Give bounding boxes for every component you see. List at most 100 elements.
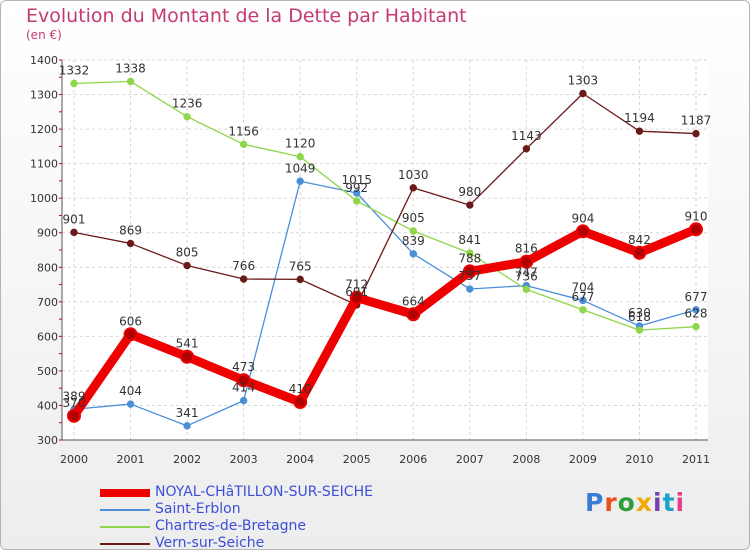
logo-letter: i <box>653 488 663 517</box>
legend-label-vern: Vern-sur-Seiche <box>155 535 265 551</box>
data-label-1: 630 <box>628 306 651 320</box>
data-label-3: 1303 <box>568 74 599 88</box>
data-point-1 <box>692 306 700 314</box>
x-tick-label: 2010 <box>625 453 653 466</box>
series-line-2 <box>73 80 697 331</box>
data-label-1: 1015 <box>341 173 372 187</box>
data-label-2: 1236 <box>172 97 203 111</box>
data-label-3: 805 <box>176 246 199 260</box>
x-tick-label: 2004 <box>286 453 314 466</box>
data-label-3: 1194 <box>624 111 655 125</box>
x-tick-label: 2001 <box>117 453 145 466</box>
data-point-1 <box>466 285 474 293</box>
data-label-2: 1156 <box>228 124 259 138</box>
data-point-2 <box>466 249 474 257</box>
data-label-3: 869 <box>119 223 142 237</box>
chart-unit: (en €) <box>26 28 62 42</box>
series-line-0 <box>69 224 701 421</box>
data-label-1: 414 <box>232 381 255 395</box>
y-tick-label: 300 <box>37 434 58 447</box>
data-label-2: 1120 <box>285 137 316 151</box>
data-label-0: 473 <box>232 360 255 374</box>
data-point-0 <box>462 264 477 279</box>
legend-swatch-chartres <box>100 526 150 528</box>
data-label-0: 712 <box>345 278 368 292</box>
y-tick-label: 1100 <box>30 158 58 171</box>
series-line-1 <box>73 180 697 427</box>
x-tick-label: 2006 <box>399 453 427 466</box>
data-point-0 <box>349 290 364 305</box>
y-tick-label: 400 <box>37 399 58 412</box>
data-label-3: 980 <box>458 185 481 199</box>
data-point-3 <box>579 89 587 98</box>
legend-swatch-noyal <box>100 489 150 497</box>
data-point-2 <box>239 140 248 148</box>
data-point-2 <box>522 285 531 294</box>
data-point-2 <box>183 112 191 121</box>
y-tick-label: 600 <box>37 330 58 343</box>
data-label-2: 736 <box>515 269 538 283</box>
x-tick-label: 2005 <box>343 453 371 466</box>
data-label-3: 1030 <box>398 168 429 182</box>
data-point-0 <box>180 349 195 364</box>
data-point-0 <box>293 395 308 409</box>
data-label-1: 839 <box>402 234 425 248</box>
data-point-0 <box>519 254 534 269</box>
x-tick-label: 2011 <box>682 453 710 466</box>
legend-swatch-vern <box>100 543 150 545</box>
data-label-3: 1187 <box>681 114 712 128</box>
x-tick-label: 2007 <box>456 453 484 466</box>
data-label-3: 765 <box>289 259 312 273</box>
x-tick-label: 2000 <box>60 453 88 466</box>
data-label-3: 766 <box>232 259 255 273</box>
data-point-0 <box>123 327 138 342</box>
y-tick-label: 700 <box>37 296 58 309</box>
data-point-3 <box>296 275 304 284</box>
data-point-3 <box>466 201 474 209</box>
x-tick-label: 2008 <box>512 453 540 466</box>
data-label-1: 389 <box>63 389 86 403</box>
data-point-3 <box>409 184 417 192</box>
data-point-1 <box>579 296 587 305</box>
data-point-2 <box>70 79 78 88</box>
data-point-2 <box>126 77 135 86</box>
y-tick-label: 1200 <box>30 123 58 136</box>
data-label-1: 404 <box>119 384 142 398</box>
data-point-0 <box>632 245 647 260</box>
data-point-3 <box>635 127 644 135</box>
data-point-2 <box>692 322 700 331</box>
data-label-0: 904 <box>571 211 594 225</box>
data-point-0 <box>67 408 81 423</box>
y-tick-label: 500 <box>37 365 58 378</box>
data-point-3 <box>183 261 191 270</box>
y-tick-label: 1400 <box>30 54 58 67</box>
data-label-0: 541 <box>176 337 199 351</box>
data-label-2: 992 <box>345 181 368 195</box>
data-point-2 <box>296 153 304 161</box>
legend-label-noyal: NOYAL-CHâTILLON-SUR-SEICHE <box>155 484 373 500</box>
data-point-1 <box>183 422 191 430</box>
data-point-3 <box>126 239 135 248</box>
data-label-2: 1332 <box>59 63 90 77</box>
data-point-1 <box>296 177 304 185</box>
data-label-0: 842 <box>628 233 651 247</box>
data-label-0: 816 <box>515 242 538 256</box>
data-point-0 <box>406 307 421 322</box>
data-label-2: 677 <box>571 290 594 304</box>
data-point-1 <box>409 250 417 258</box>
y-tick-label: 900 <box>37 227 58 240</box>
data-point-2 <box>409 227 417 235</box>
data-label-1: 1049 <box>285 161 316 175</box>
data-label-3: 901 <box>63 212 86 226</box>
proxiti-logo: Proxiti <box>585 488 685 517</box>
data-label-0: 606 <box>119 314 142 328</box>
data-point-3 <box>692 129 700 138</box>
logo-letter: x <box>635 488 653 517</box>
data-point-3 <box>70 228 78 237</box>
data-point-3 <box>522 145 531 153</box>
data-label-1: 704 <box>571 280 594 294</box>
data-point-1 <box>353 189 361 197</box>
data-point-0 <box>236 373 251 388</box>
data-point-1 <box>239 396 248 405</box>
data-label-0: 410 <box>289 382 312 396</box>
